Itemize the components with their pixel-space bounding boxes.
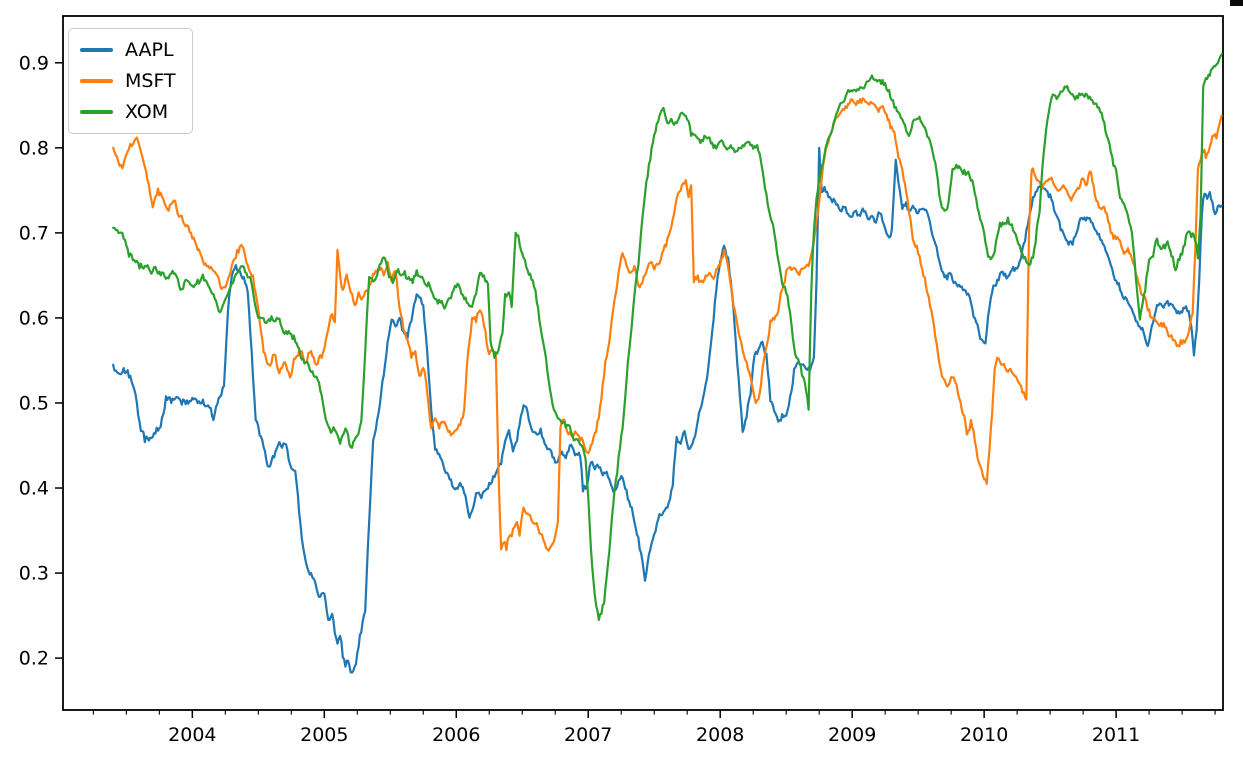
y-tick-label: 0.2 [19,648,49,670]
x-tick-label: 2009 [828,724,876,746]
legend-entry-msft: MSFT [80,69,176,93]
legend-line-xom [80,110,113,114]
legend-entry-xom: XOM [80,100,176,124]
y-tick-label: 0.5 [19,392,49,414]
legend-line-msft [80,79,113,83]
y-tick-label: 0.8 [19,137,49,159]
y-tick-label: 0.7 [19,222,49,244]
legend-label-xom: XOM [125,100,169,123]
legend: AAPL MSFT XOM [68,28,193,134]
x-tick-label: 2007 [564,724,612,746]
series-line-xom [112,53,1223,621]
x-tick-label: 2004 [168,724,216,746]
series-line-msft [112,97,1223,552]
y-tick-label: 0.3 [19,563,49,585]
series-line-aapl [112,146,1223,674]
screenshot-corner-artifact [1230,0,1243,6]
x-tick-label: 2008 [696,724,744,746]
x-tick-label: 2005 [300,724,348,746]
x-tick-label: 2011 [1092,724,1140,746]
y-tick-label: 0.6 [19,307,49,329]
legend-entry-aapl: AAPL [80,38,176,62]
x-tick-label: 2010 [960,724,1008,746]
legend-label-msft: MSFT [125,69,176,92]
legend-line-aapl [80,48,113,52]
legend-label-aapl: AAPL [125,38,174,61]
y-tick-label: 0.9 [19,52,49,74]
y-tick-label: 0.4 [19,478,49,500]
plot-border [62,15,1224,711]
x-tick-label: 2006 [432,724,480,746]
